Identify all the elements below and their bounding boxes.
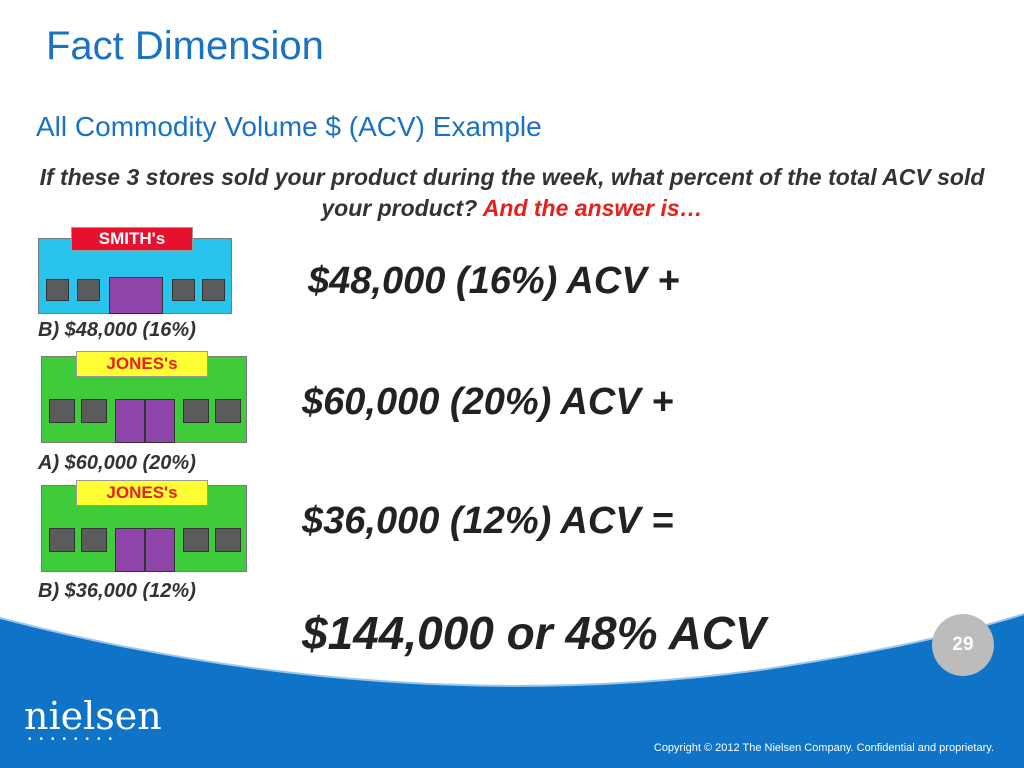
window-icon — [172, 279, 195, 301]
window-icon — [49, 528, 75, 552]
window-icon — [215, 399, 241, 423]
acv-line: $60,000 (20%) ACV + — [302, 381, 674, 423]
window-icon — [215, 528, 241, 552]
window-icon — [81, 399, 107, 423]
door-icon — [115, 399, 145, 443]
nielsen-logo: nielsen — [24, 694, 162, 738]
window-icon — [49, 399, 75, 423]
store-sign: JONES's — [76, 480, 208, 506]
copyright-text: Copyright © 2012 The Nielsen Company. Co… — [653, 742, 994, 754]
door-icon — [115, 528, 145, 572]
slide-title: Fact Dimension — [46, 24, 324, 68]
acv-total: $144,000 or 48% ACV — [302, 607, 766, 659]
store-label: A) $60,000 (20%) — [38, 452, 196, 474]
store-label: B) $36,000 (12%) — [38, 580, 196, 602]
door-icon — [145, 399, 175, 443]
slide-subtitle: All Commodity Volume $ (ACV) Example — [36, 111, 542, 142]
window-icon — [46, 279, 69, 301]
acv-line: $36,000 (12%) ACV = — [302, 500, 674, 542]
store-smiths: SMITH's — [38, 227, 232, 314]
door-icon — [145, 528, 175, 572]
logo-dots-icon: •••••••• — [28, 734, 121, 745]
window-icon — [77, 279, 100, 301]
store-label: B) $48,000 (16%) — [38, 319, 196, 341]
window-icon — [202, 279, 225, 301]
answer-lead: And the answer is… — [482, 195, 703, 221]
question-body: If these 3 stores sold your product duri… — [39, 164, 985, 221]
store-sign: SMITH's — [71, 227, 193, 251]
window-icon — [81, 528, 107, 552]
question-text: If these 3 stores sold your product duri… — [20, 162, 1004, 224]
window-icon — [183, 528, 209, 552]
store-sign: JONES's — [76, 351, 208, 377]
door-icon — [109, 277, 163, 314]
window-icon — [183, 399, 209, 423]
acv-line: $48,000 (16%) ACV + — [308, 260, 680, 302]
store-jones-1: JONES's — [41, 351, 247, 443]
store-jones-2: JONES's — [41, 480, 247, 572]
page-number-badge: 29 — [932, 614, 994, 676]
